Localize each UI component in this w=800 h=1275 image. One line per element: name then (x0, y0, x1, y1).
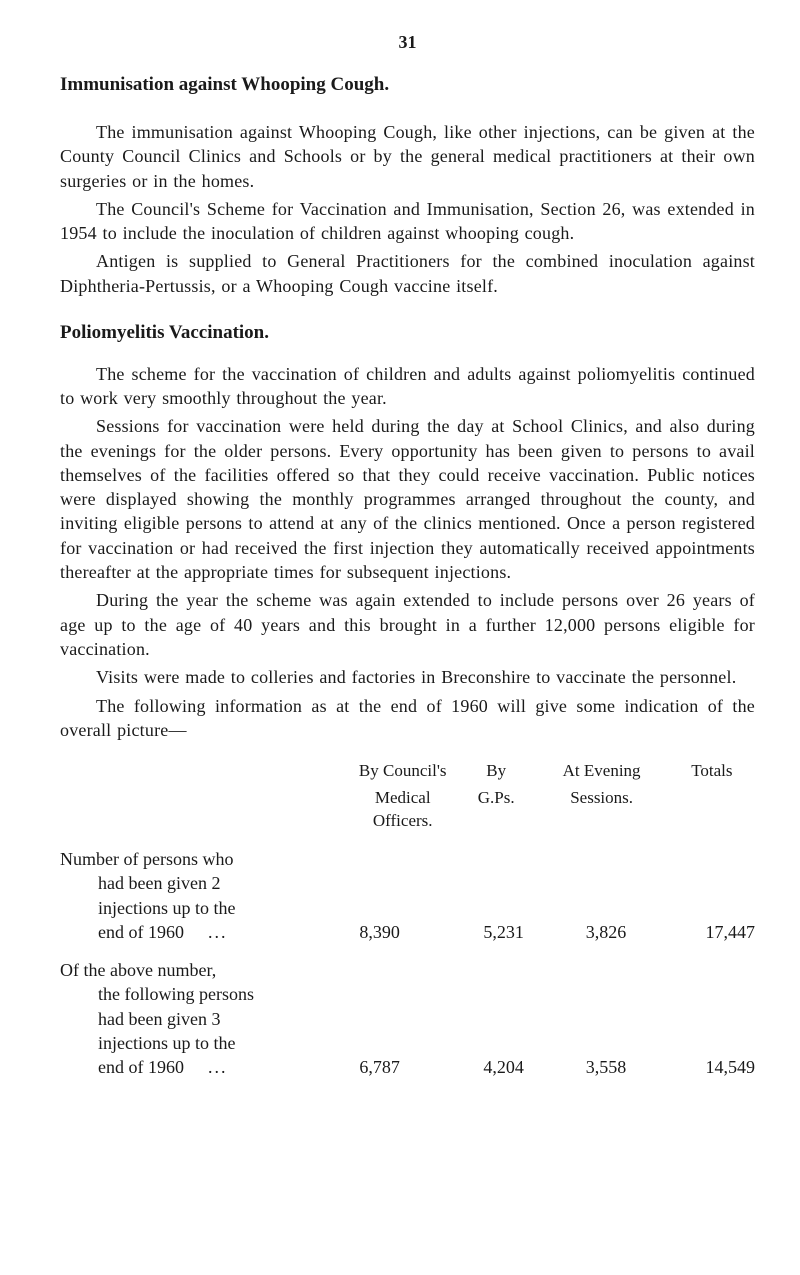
row-description: Number of persons who had been given 2 i… (60, 847, 339, 944)
table-row: Number of persons who had been given 2 i… (60, 847, 755, 944)
leader-dots: ... (188, 922, 227, 942)
desc-line: had been given 2 (60, 871, 339, 895)
cell-value: 5,231 (466, 920, 540, 944)
leader-dots: ... (188, 1057, 227, 1077)
table-header: G.Ps. (458, 787, 535, 833)
cell-value: 3,826 (541, 920, 671, 944)
desc-text: end of 1960 (98, 922, 184, 942)
page-number: 31 (60, 30, 755, 54)
table-header: By Council's (348, 760, 458, 783)
cell-value: 8,390 (339, 920, 466, 944)
paragraph: The scheme for the vaccination of childr… (60, 362, 755, 411)
table-header: Totals (669, 760, 755, 783)
paragraph: Antigen is supplied to General Practitio… (60, 249, 755, 298)
cell-value: 4,204 (466, 1055, 540, 1079)
table-header-row: Medical Officers. G.Ps. Sessions. (60, 787, 755, 833)
desc-line: injections up to the (60, 896, 339, 920)
cell-value: 14,549 (671, 1055, 755, 1079)
desc-line: injections up to the (60, 1031, 339, 1055)
desc-line: end of 1960 ... (60, 920, 339, 944)
cell-value: 17,447 (671, 920, 755, 944)
table-header: Sessions. (535, 787, 669, 833)
table-header: Medical Officers. (348, 787, 458, 833)
section-title-poliomyelitis: Poliomyelitis Vaccination. (60, 320, 755, 346)
section-title-immunisation: Immunisation against Whooping Cough. (60, 72, 755, 98)
table-header-row: By Council's By At Evening Totals (60, 760, 755, 783)
table-header: By (458, 760, 535, 783)
desc-line: end of 1960 ... (60, 1055, 339, 1079)
desc-line: had been given 3 (60, 1007, 339, 1031)
table-header: At Evening (535, 760, 669, 783)
paragraph: During the year the scheme was again ext… (60, 588, 755, 661)
desc-line: Of the above number, (60, 958, 339, 982)
paragraph: The immunisation against Whooping Cough,… (60, 120, 755, 193)
desc-text: end of 1960 (98, 1057, 184, 1077)
paragraph: The following information as at the end … (60, 694, 755, 743)
cell-value: 6,787 (339, 1055, 466, 1079)
cell-value: 3,558 (541, 1055, 671, 1079)
data-table: By Council's By At Evening Totals Medica… (60, 760, 755, 1079)
table-row: Of the above number, the following perso… (60, 958, 755, 1079)
row-description: Of the above number, the following perso… (60, 958, 339, 1079)
paragraph: Visits were made to colleries and factor… (60, 665, 755, 689)
paragraph: Sessions for vaccination were held durin… (60, 414, 755, 584)
desc-line: Number of persons who (60, 847, 339, 871)
desc-line: the following persons (60, 982, 339, 1006)
paragraph: The Council's Scheme for Vaccination and… (60, 197, 755, 246)
